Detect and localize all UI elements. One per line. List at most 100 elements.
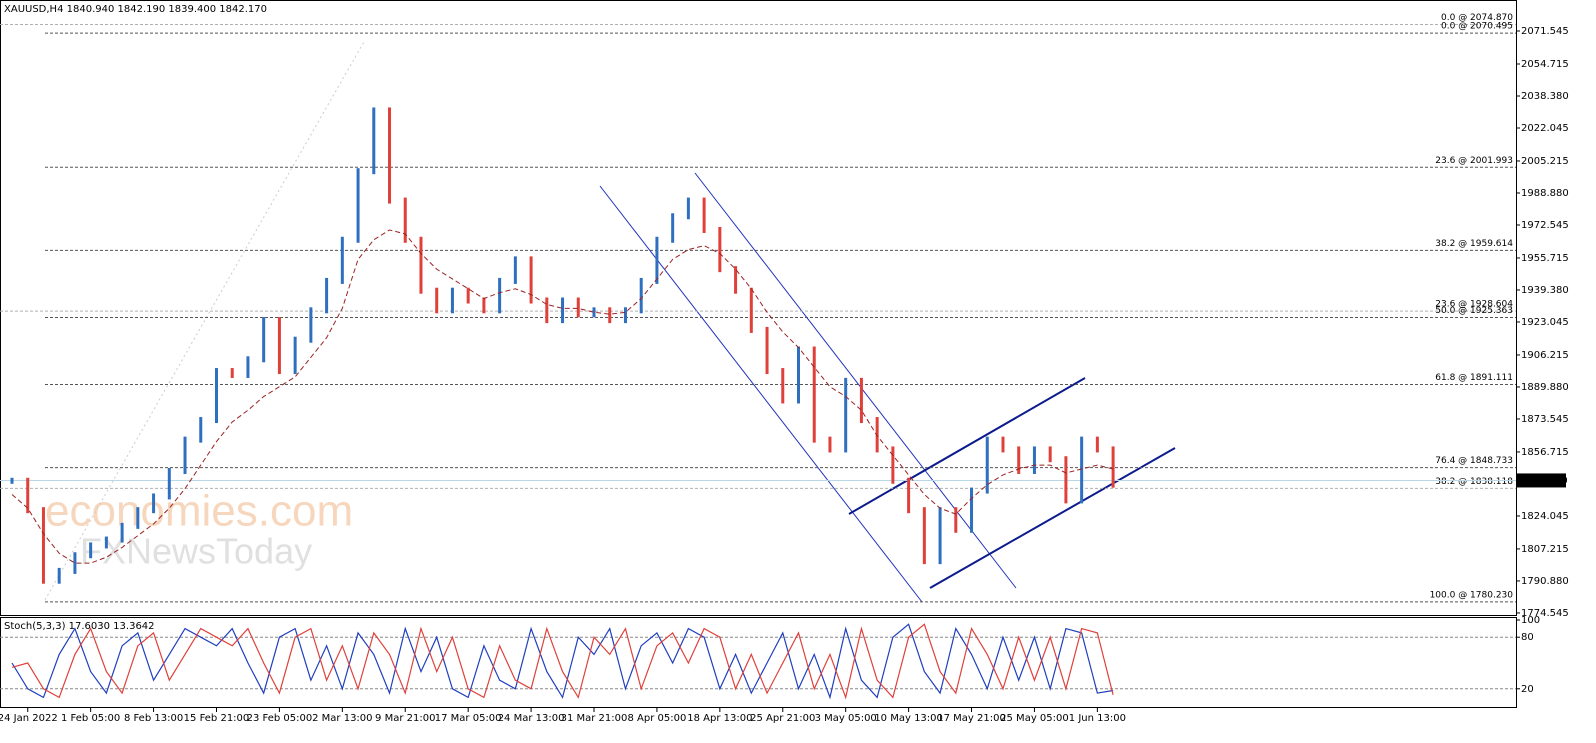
stoch-frame	[0, 617, 1517, 708]
price-bar	[293, 336, 297, 375]
price-bar	[1080, 436, 1084, 504]
fib-label: 100.0 @ 1780.230	[1430, 590, 1514, 600]
x-tick-label: 31 Mar 21:00	[561, 713, 628, 724]
y-tick-label: 80	[1521, 632, 1534, 643]
price-bar	[1111, 446, 1115, 488]
price-bar	[985, 436, 989, 494]
last-price-label: 1842.170	[1520, 475, 1568, 486]
x-tick-label: 10 May 13:00	[874, 713, 943, 724]
watermark: FXNewsToday	[80, 531, 312, 572]
x-tick-label: 8 Apr 05:00	[628, 713, 687, 724]
y-tick-label: 20	[1521, 684, 1534, 695]
y-tick-label: 1923.045	[1521, 317, 1569, 328]
price-bar	[922, 507, 926, 565]
y-tick-label: 2054.715	[1521, 59, 1569, 70]
price-bar	[765, 326, 769, 375]
y-tick-label: 2071.545	[1521, 26, 1569, 37]
price-bar	[120, 522, 124, 543]
price-bar	[734, 266, 738, 294]
y-tick-label: 1906.215	[1521, 350, 1569, 361]
price-bar	[907, 477, 911, 514]
price-bar	[230, 368, 234, 378]
price-bar	[576, 297, 580, 318]
price-bar	[749, 287, 753, 333]
y-tick-label: 1889.880	[1521, 382, 1569, 393]
y-tick-label: 2005.215	[1521, 156, 1569, 167]
price-bar	[1001, 436, 1005, 453]
fib-label: 0.0 @ 2074.870	[1441, 13, 1513, 23]
x-tick-label: 23 Feb 05:00	[247, 713, 313, 724]
y-tick-label: 1807.215	[1521, 544, 1569, 555]
channel-line	[599, 185, 923, 603]
x-tick-label: 25 May 05:00	[1000, 713, 1069, 724]
price-bar	[57, 567, 61, 584]
price-bar	[671, 213, 675, 243]
channel-line	[848, 377, 1086, 515]
price-bar	[262, 317, 266, 363]
stoch-title: Stoch(5,3,3) 17.6030 13.3642	[4, 621, 155, 632]
price-bar	[435, 287, 439, 314]
price-bar	[199, 417, 203, 443]
price-bar	[686, 197, 690, 220]
price-bar	[41, 507, 45, 584]
price-frame	[0, 0, 1517, 616]
price-bar	[844, 377, 848, 453]
channel-line	[694, 172, 1017, 589]
price-bar	[561, 297, 565, 324]
y-tick-label: 1790.880	[1521, 576, 1569, 587]
price-bar	[104, 536, 108, 549]
price-bar	[875, 417, 879, 453]
price-bar	[655, 236, 659, 284]
price-bar	[10, 477, 14, 484]
y-tick-label: 100	[1521, 615, 1540, 626]
price-bar	[1095, 436, 1099, 453]
price-bar	[702, 197, 706, 233]
fib-label: 61.8 @ 1891.111	[1435, 373, 1513, 383]
y-tick-label: 1939.380	[1521, 285, 1569, 296]
price-bar	[136, 507, 140, 529]
price-bar	[797, 346, 800, 404]
fib-label: 23.6 @ 1928.604	[1435, 300, 1513, 310]
price-bar	[152, 493, 156, 514]
y-tick-label: 1774.545	[1521, 608, 1569, 619]
x-tick-label: 18 Apr 13:00	[687, 713, 752, 724]
price-bar	[466, 287, 470, 304]
price-bar	[482, 297, 486, 314]
price-bar	[513, 256, 517, 284]
price-bar	[891, 446, 895, 484]
y-tick-label: 2022.045	[1521, 123, 1569, 134]
price-bar	[812, 346, 816, 443]
price-bar	[970, 487, 974, 533]
price-bar	[246, 356, 250, 378]
fib-label: 76.4 @ 1848.733	[1435, 456, 1513, 466]
price-bar	[639, 277, 643, 314]
price-bar	[828, 436, 832, 453]
price-bar	[954, 507, 958, 533]
price-bar	[718, 226, 722, 273]
price-bar	[325, 277, 329, 314]
y-tick-label: 2038.380	[1521, 91, 1569, 102]
moving-average	[11, 229, 1114, 564]
price-bar	[1064, 456, 1068, 504]
price-bar	[1048, 446, 1052, 463]
price-bar	[529, 256, 533, 304]
x-tick-label: 9 Mar 21:00	[375, 713, 435, 724]
price-bar	[623, 307, 627, 324]
stoch-line	[11, 623, 1114, 700]
price-bar	[89, 542, 93, 559]
price-bar	[419, 236, 423, 294]
x-tick-label: 1 Jun 13:00	[1069, 713, 1126, 724]
x-tick-label: 8 Feb 13:00	[124, 713, 183, 724]
price-bar	[356, 168, 360, 243]
price-bar	[545, 297, 549, 324]
fib-label: 38.2 @ 1838.118	[1435, 477, 1513, 487]
x-tick-label: 25 Apr 21:00	[750, 713, 815, 724]
price-bar	[372, 107, 376, 175]
price-bar	[938, 507, 942, 565]
price-bar	[781, 368, 785, 404]
y-tick-label: 1824.045	[1521, 511, 1569, 522]
last-price-box	[1516, 473, 1566, 488]
price-bar	[498, 277, 502, 314]
price-bar	[388, 107, 392, 204]
